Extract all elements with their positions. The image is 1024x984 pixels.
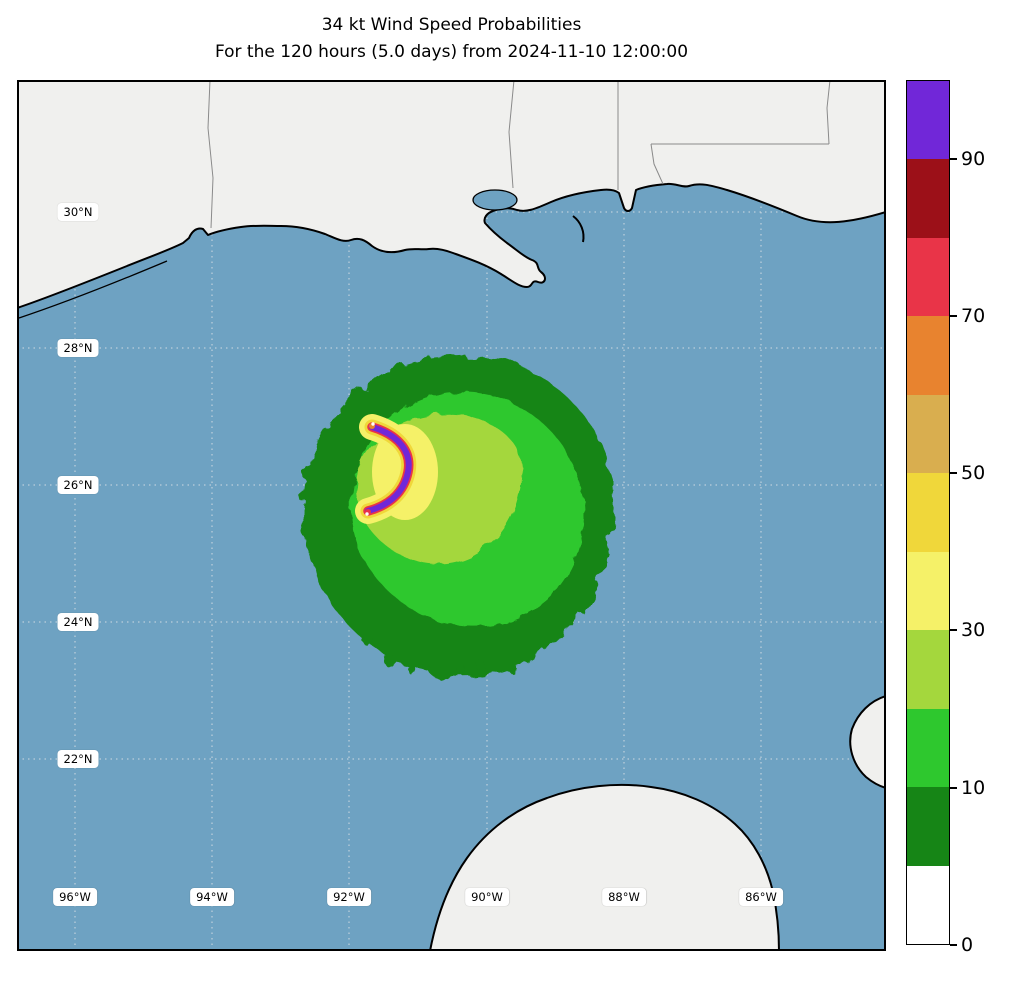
colorbar-tick-label-50: 50	[961, 462, 986, 484]
colorbar-segment-0-5	[907, 865, 949, 944]
colorbar-segment-5-10	[907, 787, 949, 866]
colorbar-tick-label-0: 0	[961, 934, 974, 956]
lon-label-90w: 90°W	[465, 888, 509, 906]
lat-label-30n: 30°N	[57, 203, 99, 221]
colorbar-tick-50	[950, 472, 957, 474]
colorbar-tick-70	[950, 315, 957, 317]
contour-90pct-band	[365, 424, 412, 514]
colorbar-tick-90	[950, 158, 957, 160]
colorbar-tick-label-10: 10	[961, 777, 986, 799]
cuba-west-land	[849, 695, 886, 789]
colorbar-segment-90-100	[907, 81, 949, 160]
chandeleur-islands	[572, 215, 585, 243]
colorbar-tick-label-70: 70	[961, 305, 986, 327]
colorbar-segment-80-90	[907, 159, 949, 238]
colorbar-tick-30	[950, 629, 957, 631]
colorbar-segment-10-20	[907, 708, 949, 788]
crescent-tip-white-top	[371, 422, 375, 426]
colorbar-segments	[907, 81, 949, 944]
colorbar-segment-60-70	[907, 316, 949, 395]
chart-title: 34 kt Wind Speed Probabilities For the 1…	[17, 12, 886, 66]
colorbar-tick-label-90: 90	[961, 148, 986, 170]
track-crescent	[355, 414, 438, 524]
land-features	[17, 80, 886, 951]
lat-label-26n: 26°N	[57, 476, 99, 494]
lat-label-24n: 24°N	[57, 613, 99, 631]
crescent-tip-white-bottom	[365, 512, 369, 516]
map-axes: 30°N 28°N 26°N 24°N 22°N 96°W 94°W 92°W …	[17, 80, 886, 951]
probability-contours	[302, 355, 614, 678]
lake-pontchartrain	[472, 189, 518, 211]
colorbar	[906, 80, 950, 945]
map-canvas	[17, 80, 886, 951]
lon-label-92w: 92°W	[327, 888, 371, 906]
lon-label-96w: 96°W	[53, 888, 97, 906]
lat-label-28n: 28°N	[57, 339, 99, 357]
state-borders	[207, 80, 831, 229]
texas-barrier-island	[18, 260, 168, 319]
lat-label-22n: 22°N	[57, 750, 99, 768]
lon-label-94w: 94°W	[190, 888, 234, 906]
colorbar-segment-20-30	[907, 630, 949, 709]
colorbar-segment-30-40	[907, 551, 949, 631]
us-gulf-coast-land	[17, 80, 886, 309]
colorbar-segment-50-60	[907, 394, 949, 474]
colorbar-tick-label-30: 30	[961, 619, 986, 641]
colorbar-tick-0	[950, 944, 957, 946]
colorbar-segment-40-50	[907, 473, 949, 552]
colorbar-tick-10	[950, 787, 957, 789]
chart-title-line2: For the 120 hours (5.0 days) from 2024-1…	[214, 42, 689, 62]
chart-title-line1: 34 kt Wind Speed Probabilities	[321, 15, 582, 35]
lon-label-88w: 88°W	[602, 888, 646, 906]
contour-5pct-speckles	[351, 616, 484, 678]
map-frame	[17, 80, 886, 951]
colorbar-segment-70-80	[907, 237, 949, 317]
lon-label-86w: 86°W	[739, 888, 783, 906]
